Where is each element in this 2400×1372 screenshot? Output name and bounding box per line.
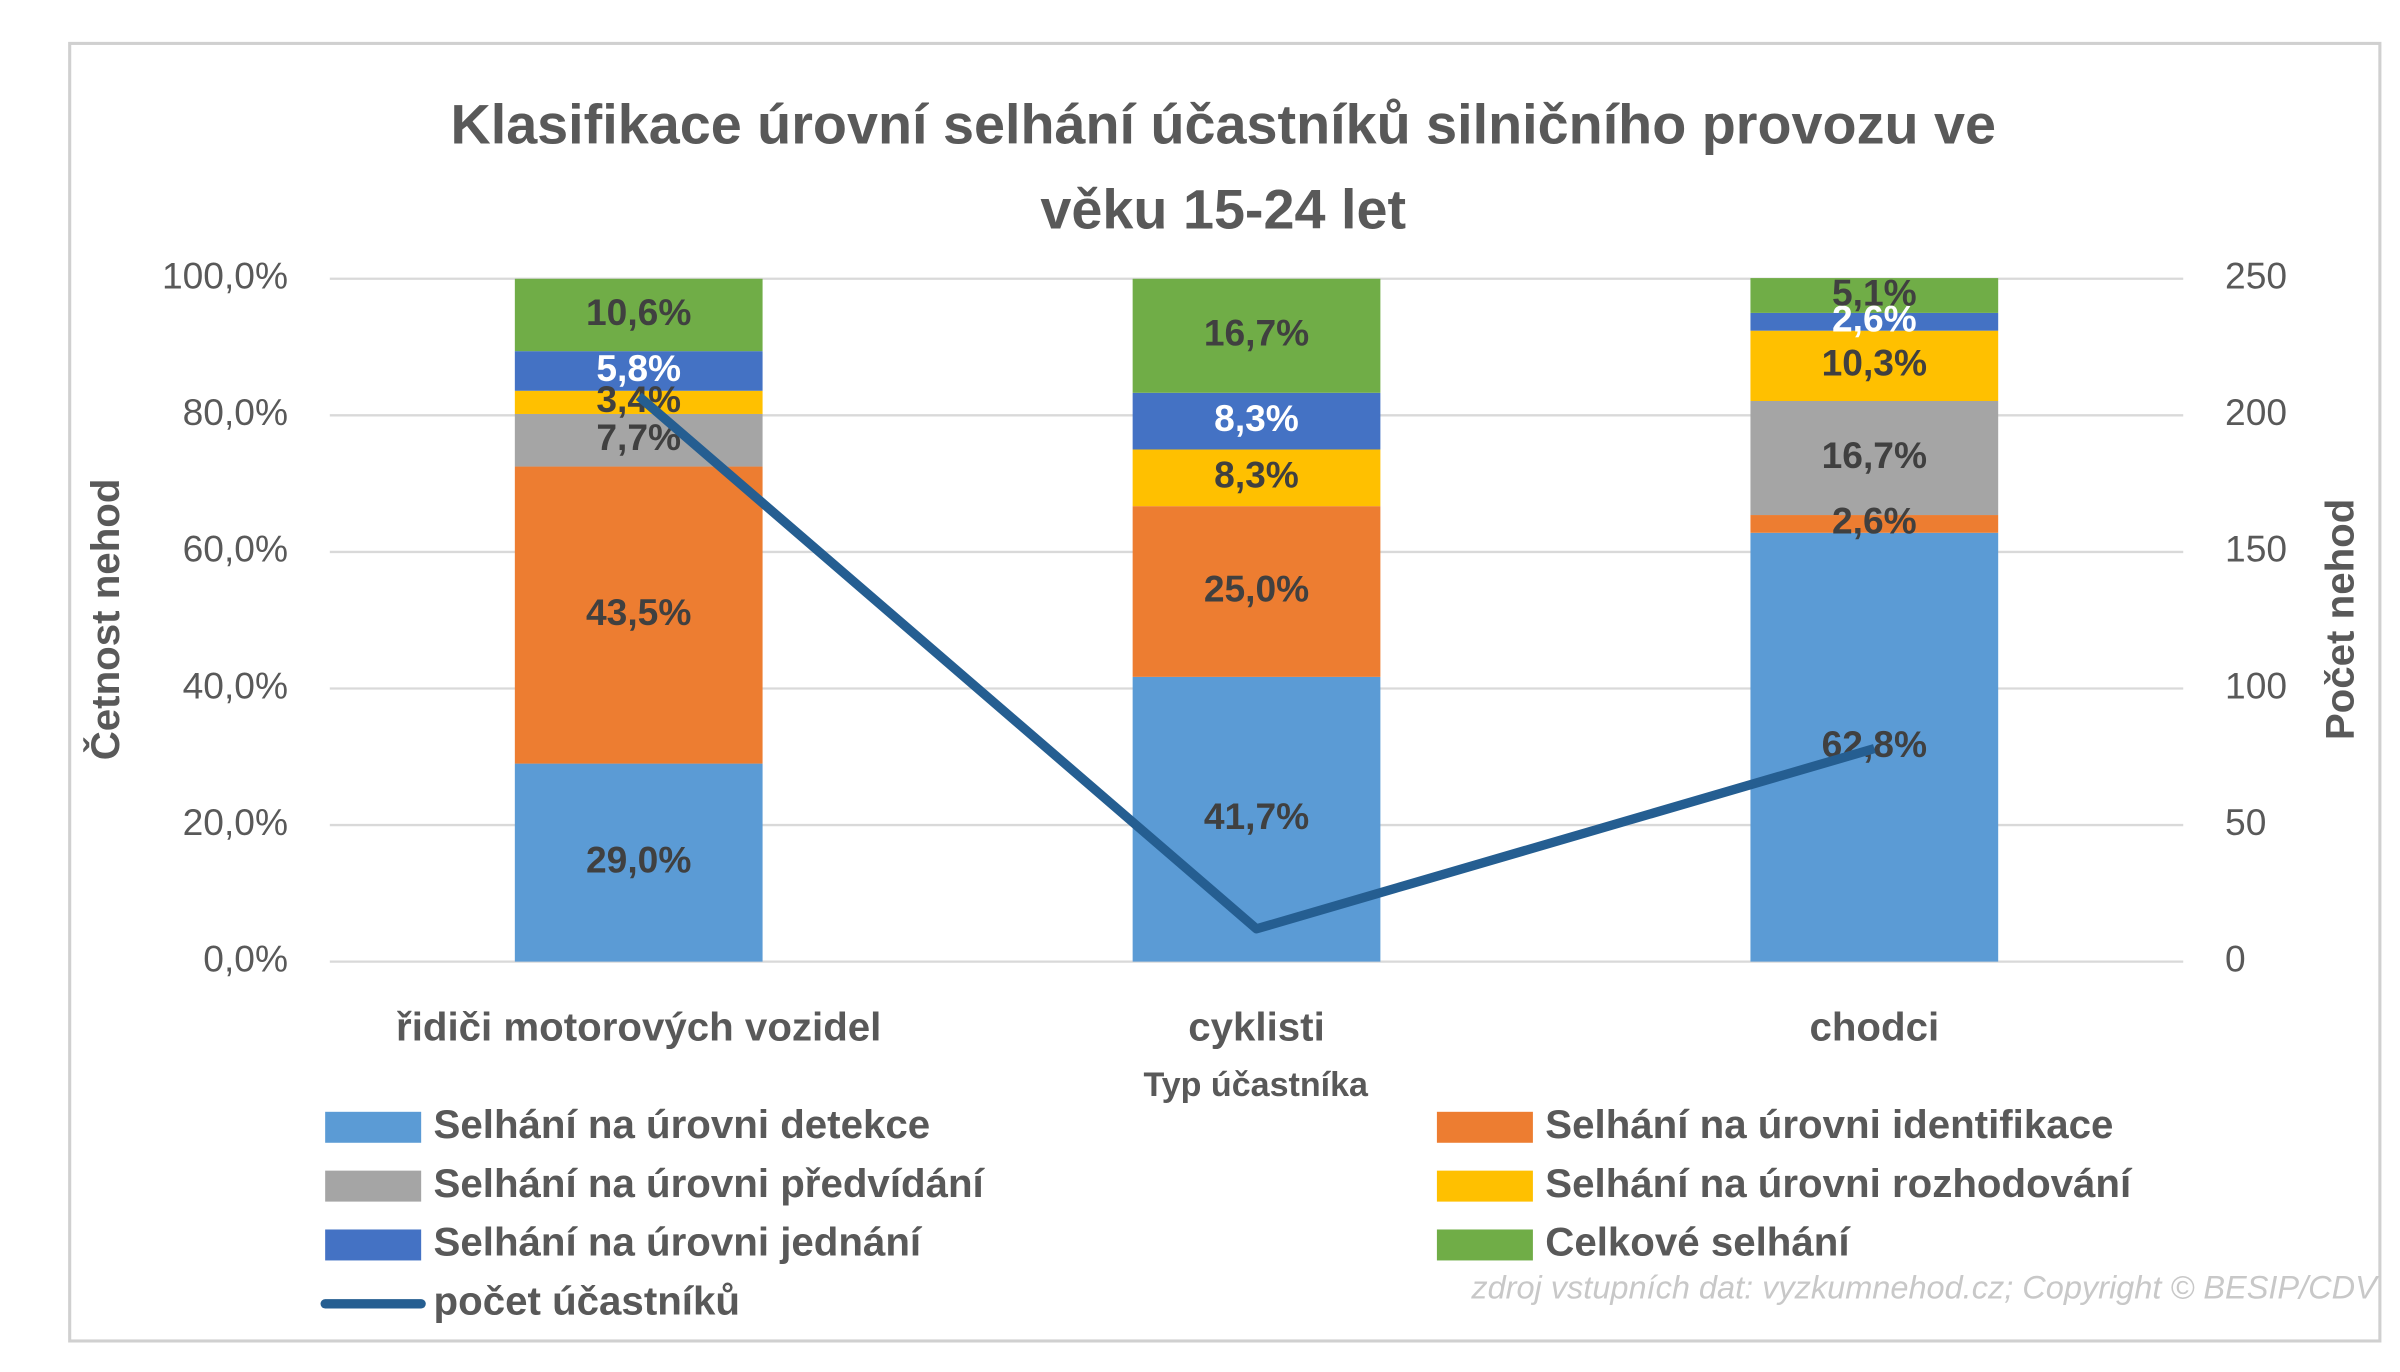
- data-label: 5,1%: [1832, 271, 1917, 313]
- data-label: 5,8%: [596, 347, 681, 389]
- bar-segment: [1750, 312, 1999, 331]
- bar-segment: [514, 763, 763, 962]
- legend-label: Selhání na úrovni jednání: [434, 1220, 923, 1265]
- chart-title: věku 15-24 let: [1040, 178, 1406, 240]
- y2-tick-label: 50: [2225, 801, 2266, 843]
- data-label: 2,6%: [1832, 298, 1917, 340]
- chart-title: Klasifikace úrovní selhání účastníků sil…: [450, 93, 1996, 155]
- bar-segment: [1132, 676, 1381, 962]
- bar-segment: [1132, 278, 1381, 393]
- y-axis-title: Četnost nehod: [82, 479, 128, 761]
- data-label: 16,7%: [1204, 312, 1309, 354]
- bar-segment: [1132, 506, 1381, 677]
- data-label: 25,0%: [1204, 567, 1309, 609]
- y2-tick-label: 150: [2225, 528, 2287, 570]
- source-note: zdroj vstupních dat: vyzkumnehod.cz; Cop…: [1470, 1269, 2380, 1305]
- data-label: 10,3%: [1822, 342, 1927, 384]
- data-label: 10,6%: [586, 291, 691, 333]
- bar-segment: [1750, 401, 1999, 516]
- y2-tick-label: 100: [2225, 664, 2287, 706]
- bar-segment: [514, 413, 763, 467]
- bar-segment: [514, 466, 763, 764]
- bar-segment: [1750, 515, 1999, 533]
- data-label: 8,3%: [1214, 454, 1299, 496]
- data-label: 43,5%: [586, 591, 691, 633]
- data-label: 8,3%: [1214, 397, 1299, 439]
- legend-swatch: [325, 1111, 422, 1143]
- bar-segment: [1132, 449, 1381, 507]
- data-label: 2,6%: [1832, 500, 1917, 542]
- legend-label: Celkové selhání: [1545, 1220, 1851, 1265]
- y-tick-label: 60,0%: [183, 528, 288, 570]
- legend-label: Selhání na úrovni rozhodování: [1545, 1161, 2133, 1206]
- x-tick-label: cyklisti: [1188, 1004, 1325, 1049]
- y2-tick-label: 0: [2225, 937, 2246, 979]
- data-label: 16,7%: [1822, 434, 1927, 476]
- legend-label: počet účastníků: [434, 1278, 740, 1323]
- bar-segment: [1750, 532, 1999, 962]
- bar-segment: [514, 390, 763, 414]
- bar-segment: [1750, 278, 1999, 313]
- bar-segment: [514, 278, 763, 352]
- x-tick-label: chodci: [1809, 1004, 1939, 1049]
- bar-segment: [1132, 392, 1381, 450]
- legend-swatch: [1436, 1111, 1533, 1143]
- y-tick-label: 0,0%: [203, 937, 288, 979]
- legend-label: Selhání na úrovni identifikace: [1545, 1102, 2113, 1147]
- y2-tick-label: 200: [2225, 391, 2287, 433]
- legend-swatch: [325, 1170, 422, 1202]
- y-tick-label: 100,0%: [162, 255, 288, 297]
- legend-swatch: [325, 1229, 422, 1261]
- data-label: 41,7%: [1204, 795, 1309, 837]
- line-series: [635, 392, 1876, 934]
- bar-segment: [1750, 330, 1999, 402]
- y-tick-label: 40,0%: [183, 664, 288, 706]
- y-tick-label: 20,0%: [183, 801, 288, 843]
- y2-tick-label: 250: [2225, 255, 2287, 297]
- y-tick-label: 80,0%: [183, 391, 288, 433]
- y2-axis-title: Počet nehod: [2317, 499, 2362, 741]
- x-tick-label: řidiči motorových vozidel: [396, 1004, 881, 1049]
- legend-swatch: [1436, 1229, 1533, 1261]
- legend-swatch: [1436, 1170, 1533, 1202]
- x-axis-title: Typ účastníka: [1143, 1066, 1369, 1104]
- data-label: 29,0%: [586, 838, 691, 880]
- legend-label: Selhání na úrovni detekce: [434, 1102, 931, 1147]
- legend-label: Selhání na úrovni předvídání: [434, 1161, 986, 1206]
- bar-segment: [514, 351, 763, 391]
